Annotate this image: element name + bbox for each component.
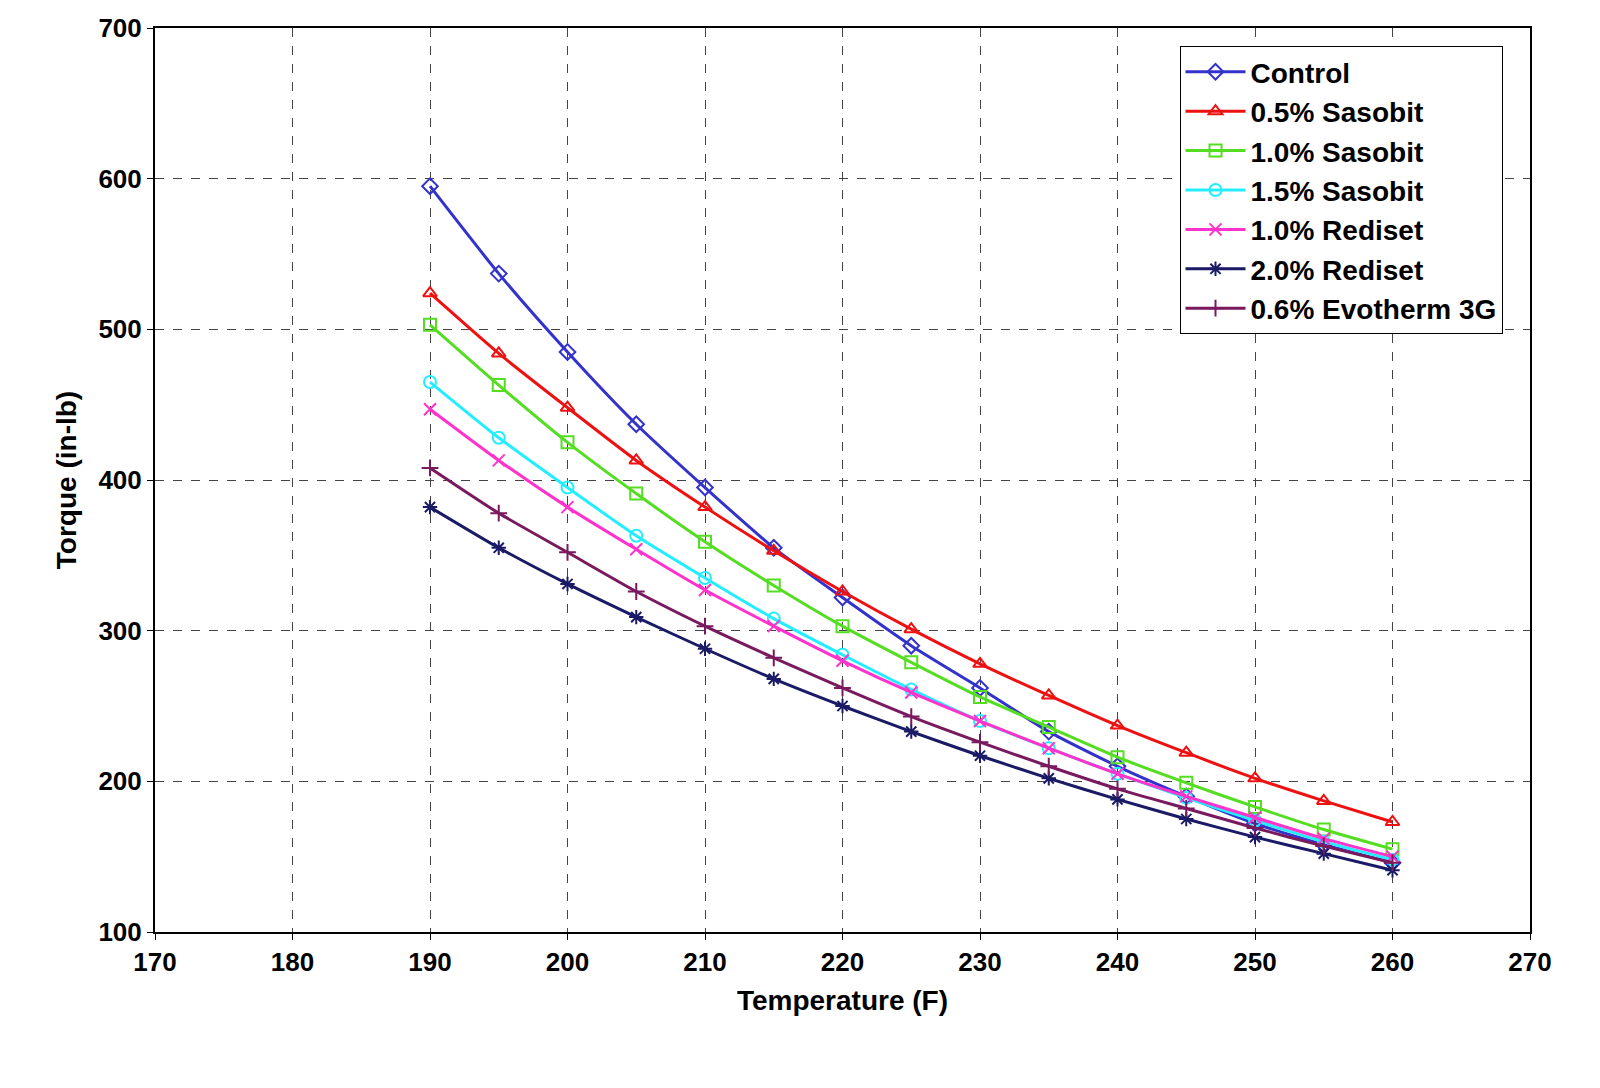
svg-text:230: 230 (958, 947, 1001, 977)
svg-text:240: 240 (1096, 947, 1139, 977)
svg-text:0.5% Sasobit: 0.5% Sasobit (1251, 97, 1424, 128)
svg-text:270: 270 (1508, 947, 1551, 977)
svg-text:1.5% Sasobit: 1.5% Sasobit (1251, 176, 1424, 207)
svg-text:Control: Control (1251, 58, 1351, 89)
svg-text:2.0% Rediset: 2.0% Rediset (1251, 255, 1424, 286)
svg-text:0.6% Evotherm 3G: 0.6% Evotherm 3G (1251, 294, 1497, 325)
svg-text:250: 250 (1233, 947, 1276, 977)
svg-text:1.0% Rediset: 1.0% Rediset (1251, 215, 1424, 246)
svg-text:300: 300 (98, 616, 141, 646)
svg-text:210: 210 (683, 947, 726, 977)
svg-text:1.0% Sasobit: 1.0% Sasobit (1251, 137, 1424, 168)
svg-text:700: 700 (98, 13, 141, 43)
svg-text:400: 400 (98, 465, 141, 495)
svg-text:180: 180 (271, 947, 314, 977)
svg-text:260: 260 (1371, 947, 1414, 977)
svg-text:220: 220 (821, 947, 864, 977)
svg-text:170: 170 (133, 947, 176, 977)
svg-text:500: 500 (98, 314, 141, 344)
svg-text:Torque (in-lb): Torque (in-lb) (51, 391, 82, 569)
svg-text:100: 100 (98, 917, 141, 947)
svg-text:190: 190 (408, 947, 451, 977)
svg-text:600: 600 (98, 164, 141, 194)
svg-text:200: 200 (546, 947, 589, 977)
svg-text:200: 200 (98, 766, 141, 796)
svg-text:Temperature (F): Temperature (F) (737, 985, 948, 1016)
